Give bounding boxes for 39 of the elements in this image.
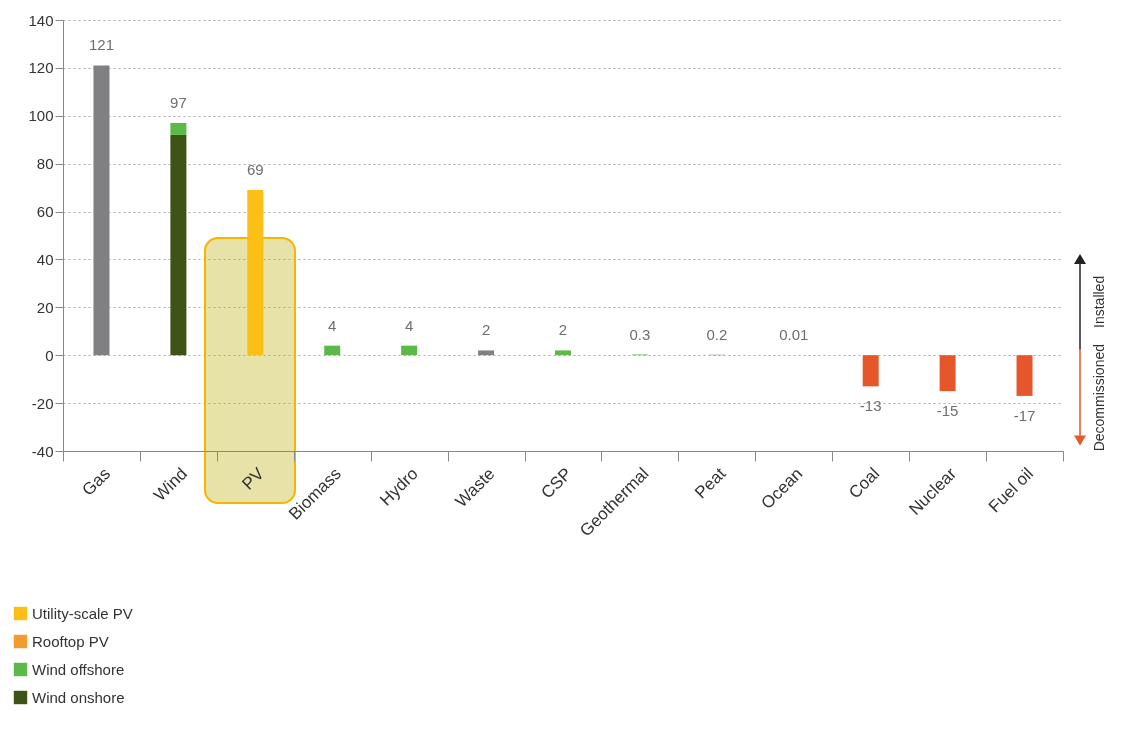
total-label: 4 [404,316,414,334]
y-tick-label: 80 [36,155,54,173]
y-tick-label: 120 [28,59,54,77]
text: Installed [1091,276,1107,329]
bar [247,190,264,356]
total-label: 0.2 [706,325,728,343]
y-tick-label: -20 [31,394,54,412]
y-tick-label: 140 [28,11,54,29]
total-label: -17 [1013,406,1036,424]
total-label: 0.3 [629,325,651,343]
total-label: -13 [859,397,882,415]
total-label: 97 [170,93,187,111]
bar [478,350,495,356]
total-label: 2 [558,321,568,339]
text: Decommissioned [1091,344,1107,452]
legend-label: Wind offshore [32,660,125,678]
total-label: 2 [481,321,491,339]
y-tick-label: 20 [36,298,54,316]
bar [862,355,879,387]
total-label: 4 [328,316,337,334]
total-label: -15 [936,402,959,420]
bar [93,65,110,356]
y-tick-label: 60 [36,203,54,221]
bar [939,355,956,392]
x-tick-label: Gas [78,464,114,500]
total-label: 121 [88,36,114,54]
y-tick-label: 40 [36,250,54,268]
y-tick-label: -40 [31,442,54,460]
y-tick-label: 0 [45,346,54,364]
total-label: 0.01 [779,326,809,344]
legend-label: Wind onshore [32,688,125,706]
x-tick-label: PV [238,463,269,494]
bar [1016,355,1033,396]
legend-label: Rooftop PV [32,632,109,650]
bar [170,122,187,135]
legend-label: Utility-scale PV [32,604,133,622]
bar [170,134,187,356]
total-label: 69 [246,161,264,179]
y-tick-label: 100 [28,107,54,125]
